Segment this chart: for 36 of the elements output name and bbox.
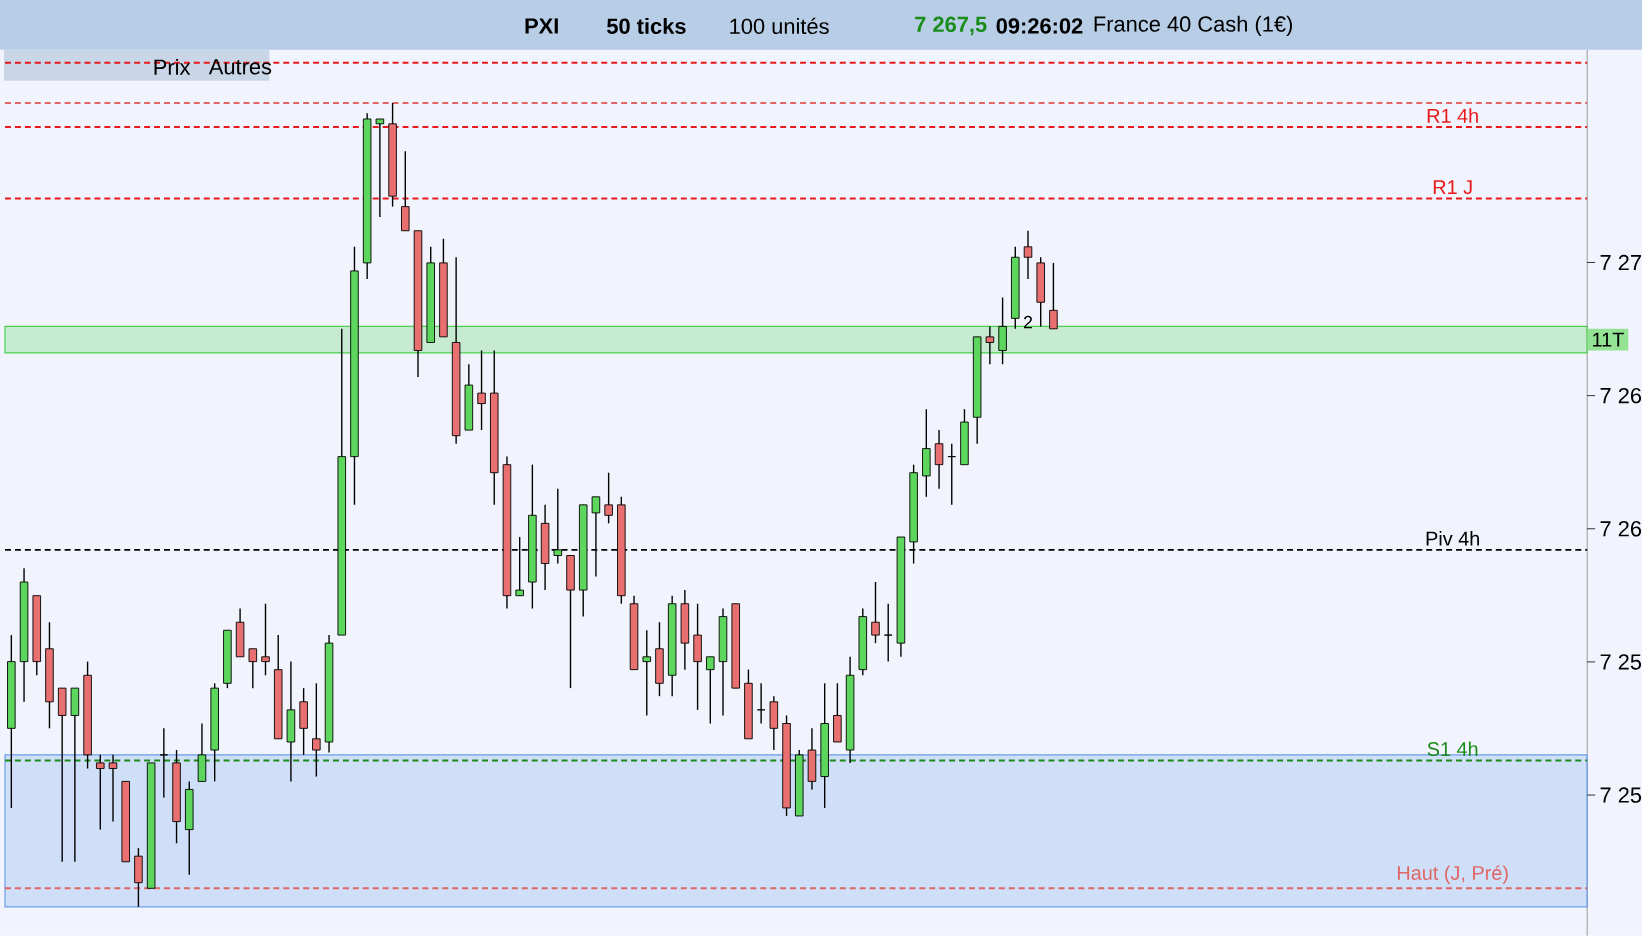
text: 7 26: [1600, 387, 1642, 404]
text: 50 ticks: [607, 17, 686, 34]
text: 09:26:02: [996, 18, 1083, 34]
candlestick: [642, 629, 652, 717]
candlestick: [248, 647, 258, 689]
candlestick: [1049, 262, 1058, 330]
text: Autres: [208, 59, 272, 75]
candlestick: [108, 754, 118, 823]
band-label: 11T: [1593, 332, 1624, 347]
text: France 40 Cash (1€): [1094, 15, 1292, 37]
candlestick: [477, 349, 486, 431]
text: 7 267,5: [915, 16, 987, 36]
text: PXI: [525, 18, 558, 34]
ref-line-label: R1 J: [1433, 180, 1472, 195]
ref-line-label: R1 4h: [1427, 108, 1478, 123]
annotation: 2: [1023, 315, 1033, 329]
candlestick: [159, 727, 169, 799]
text: 7 26: [1600, 520, 1642, 537]
text: 7 25: [1600, 654, 1642, 670]
candlestick: [96, 754, 105, 831]
candlestick: [375, 118, 385, 218]
ref-line-label: S1 4h: [1427, 741, 1478, 757]
candlestick: [312, 682, 321, 778]
candlestick: [706, 656, 715, 725]
text: 100 unités: [730, 17, 829, 35]
ref-line-label: Haut (J, Pré): [1397, 865, 1508, 884]
candlestick: [604, 471, 613, 524]
candlestick: [871, 581, 880, 644]
candlestick: [985, 325, 995, 365]
text: 7 27: [1600, 254, 1641, 271]
candlestick: [1023, 229, 1033, 280]
text: 7 25: [1600, 787, 1642, 803]
candlestick: [883, 602, 893, 663]
ref-line-label: Piv 4h: [1426, 531, 1479, 546]
candlestick: [261, 602, 270, 676]
candlestick: [934, 429, 944, 490]
